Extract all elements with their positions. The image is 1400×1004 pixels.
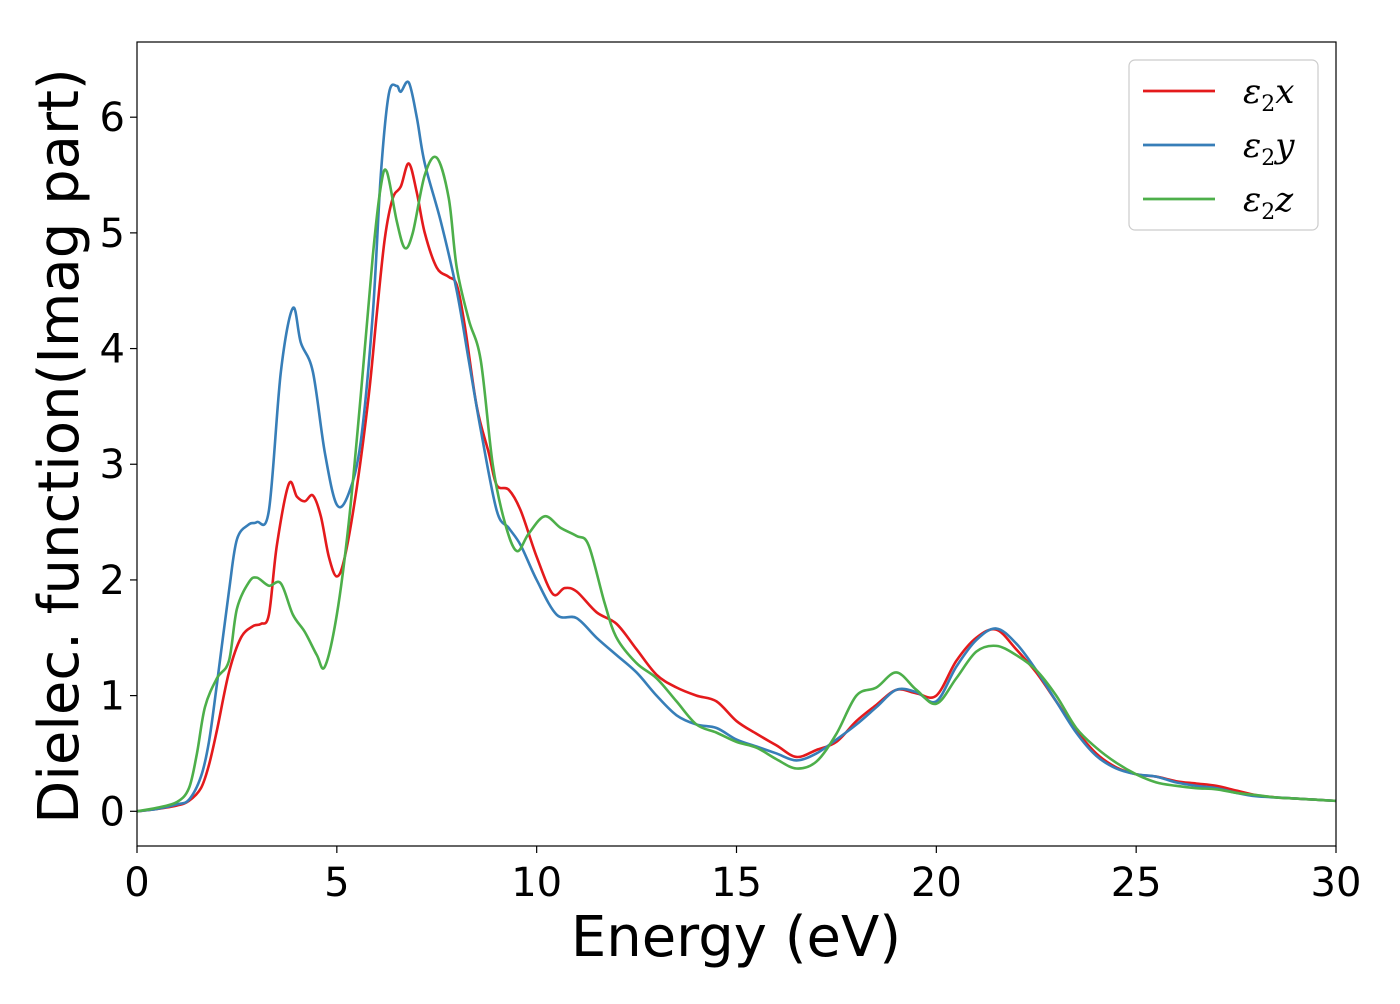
y-tick-label: 1 <box>100 674 125 720</box>
y-tick-label: 3 <box>100 442 125 488</box>
x-tick-label: 25 <box>1111 860 1162 906</box>
y-tick-label: 0 <box>100 789 125 835</box>
x-tick-label: 5 <box>324 860 349 906</box>
x-axis-label: Energy (eV) <box>571 905 901 970</box>
x-tick-label: 0 <box>124 860 149 906</box>
legend-box <box>1128 59 1319 231</box>
x-axis-ticks: 0 5 10 15 20 25 30 <box>124 846 1361 906</box>
x-tick-label: 10 <box>511 860 562 906</box>
legend: ε2x ε2y ε2z <box>1128 59 1319 231</box>
x-tick-label: 15 <box>711 860 762 906</box>
y-tick-label: 5 <box>100 211 125 257</box>
x-tick-label: 30 <box>1311 860 1362 906</box>
series-line-z <box>136 155 1337 813</box>
legend-label-x: ε2x <box>1243 72 1294 117</box>
y-tick-label: 6 <box>100 95 125 141</box>
series-layer <box>136 80 1337 813</box>
y-tick-label: 2 <box>100 558 125 604</box>
legend-label-z: ε2z <box>1243 180 1294 225</box>
x-tick-label: 20 <box>911 860 962 906</box>
y-tick-label: 4 <box>100 327 125 373</box>
y-axis-label: Dielec. function(Imag part) <box>27 68 92 824</box>
series-line-y <box>136 80 1337 813</box>
legend-label-y: ε2y <box>1243 126 1295 171</box>
y-axis-ticks: 0 1 2 3 4 5 6 <box>100 95 137 835</box>
